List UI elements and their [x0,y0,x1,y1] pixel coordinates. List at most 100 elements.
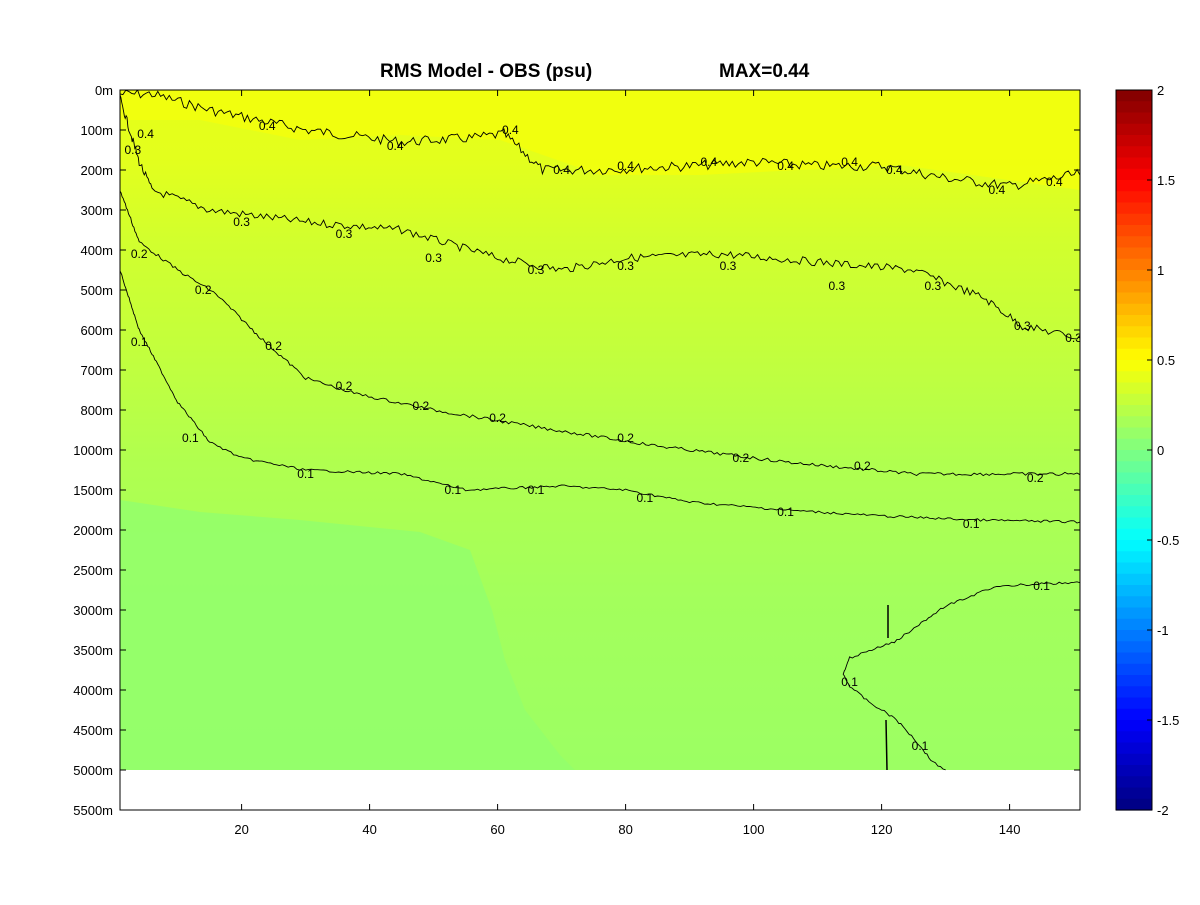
colorbar-swatch [1116,798,1152,811]
contour-label: 0.1 [636,491,653,505]
colorbar-swatch [1116,607,1152,620]
colorbar-swatch [1116,573,1152,586]
y-tick-label: 200m [80,163,113,178]
colorbar-swatch [1116,438,1152,451]
contour-line-0-2 [120,190,1080,477]
contour-label: 0.2 [489,411,506,425]
colorbar-swatch [1116,101,1152,114]
colorbar-swatch [1116,663,1152,676]
y-tick-label: 3500m [73,643,113,658]
contour-label: 0.1 [1033,579,1050,593]
contour-label: 0.4 [1046,175,1063,189]
contour-layer: 0.4 0.4 0.4 0.4 0.4 0.4 0.4 0.4 0.4 0.4 0.4 0.4 0.3 0… [120,90,1082,771]
x-tick-label: 120 [871,822,893,837]
colorbar-swatch [1116,427,1152,440]
y-tick-label: 600m [80,323,113,338]
colorbar-swatch [1116,236,1152,249]
contour-label: 0.2 [732,451,749,465]
colorbar-swatch [1116,630,1152,642]
chart-title: RMS Model - OBS (psu) [380,61,592,82]
colorbar-swatch [1116,191,1152,204]
colorbar-swatch [1116,562,1152,575]
colorbar-swatch [1116,292,1152,305]
contour-label: 0.4 [617,159,634,173]
contour-label: 0.3 [1065,331,1082,345]
contour-line-0-3 [120,94,1080,340]
y-tick-label: 1000m [73,443,113,458]
colorbar-swatch [1116,618,1152,631]
colorbar-swatch [1116,281,1152,294]
colorbar-swatch [1116,540,1152,552]
contour-label: 0.4 [886,163,903,177]
contour-label: 0.3 [828,279,845,293]
colorbar-tick-label: 1 [1157,263,1164,278]
y-tick-label: 0m [95,83,113,98]
contour-line-0-1 [120,270,1080,524]
y-tick-label: 3000m [73,603,113,618]
y-tick-label: 400m [80,243,113,258]
contour-label: 0.1 [963,517,980,531]
contour-label: 0.3 [720,259,737,273]
contour-label: 0.1 [528,483,545,497]
x-tick-label: 60 [490,822,504,837]
x-axis: 20 40 60 80 100 120 140 [234,90,1020,837]
chart-max-label: MAX=0.44 [719,61,810,82]
low-rms-region [120,500,575,770]
colorbar-swatch [1116,686,1152,699]
colorbar-swatch [1116,337,1152,350]
colorbar-swatch [1116,641,1152,654]
colorbar-swatch [1116,765,1152,777]
colorbar-swatch [1116,776,1152,789]
contour-label: 0.3 [124,143,141,157]
colorbar-swatch [1116,168,1152,181]
colorbar-swatch [1116,472,1152,485]
y-tick-label: 700m [80,363,113,378]
colorbar-swatch [1116,135,1152,147]
colorbar-swatch [1116,585,1152,597]
x-tick-label: 80 [618,822,632,837]
y-tick-label: 2500m [73,563,113,578]
plot-area: 0.4 0.4 0.4 0.4 0.4 0.4 0.4 0.4 0.4 0.4 0.4 0.4 0.3 0… [120,90,1082,810]
contour-label: 0.3 [528,263,545,277]
y-tick-label: 4000m [73,683,113,698]
colorbar-swatch [1116,348,1152,361]
contour-label: 0.3 [336,227,353,241]
contour-label: 0.2 [195,283,212,297]
contour-label: 0.2 [1027,471,1044,485]
colorbar-swatch [1116,483,1152,496]
y-tick-label: 800m [80,403,113,418]
contour-label: 0.1 [131,335,148,349]
contour-label: 0.4 [700,155,717,169]
colorbar-tick-label: 2 [1157,83,1164,98]
contour-label: 0.2 [336,379,353,393]
contour-line-0-1 [842,581,1080,771]
colorbar-swatch [1116,112,1152,125]
contour-label: 0.3 [924,279,941,293]
colorbar-swatch [1116,753,1152,766]
contour-label: 0.4 [137,127,154,141]
y-tick-label: 4500m [73,723,113,738]
colorbar-tick-label: -0.5 [1157,533,1179,548]
contour-label: 0.3 [425,251,442,265]
contour-label: 0.4 [777,159,794,173]
colorbar-swatch [1116,247,1152,260]
colorbar-swatch [1116,393,1152,406]
colorbar-tick-label: -2 [1157,803,1169,818]
contour-label: 0.1 [297,467,314,481]
colorbar-swatch [1116,405,1152,417]
y-tick-label: 100m [80,123,113,138]
colorbar-swatch [1116,225,1152,237]
colorbar-swatch [1116,517,1152,530]
colorbar-swatch [1116,123,1152,136]
y-tick-label: 5500m [73,803,113,818]
topography-spike [885,605,889,771]
x-tick-label: 20 [234,822,248,837]
x-tick-label: 40 [362,822,376,837]
colorbar-swatches [1116,90,1152,811]
contour-label: 0.1 [912,739,929,753]
contour-label: 0.4 [553,163,570,177]
colorbar-swatch [1116,360,1152,372]
colorbar-swatch [1116,506,1152,519]
y-tick-label: 1500m [73,483,113,498]
